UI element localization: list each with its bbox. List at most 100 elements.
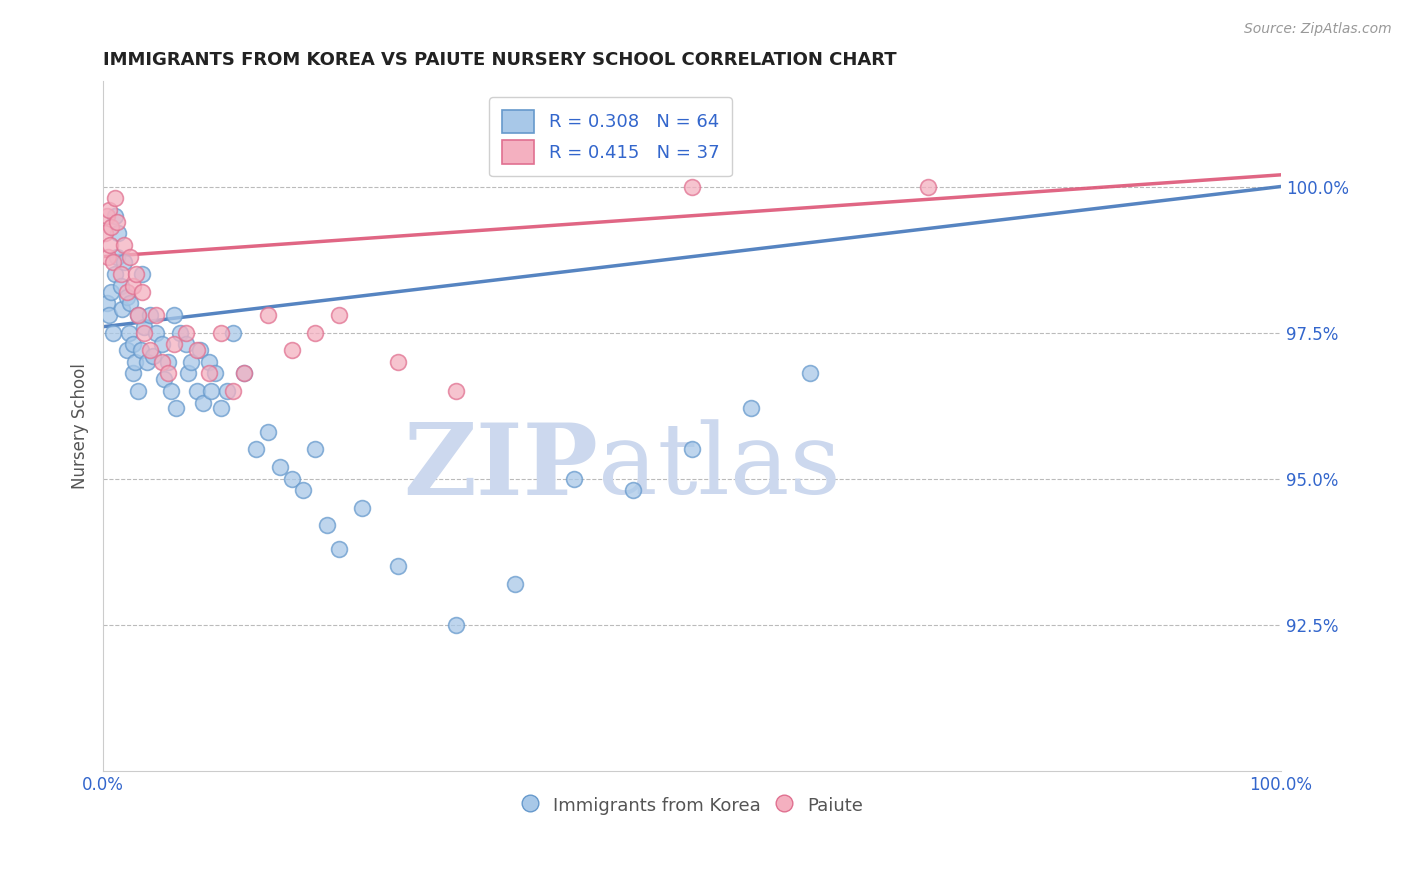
Point	[280, 472, 302, 486]
Point	[134, 319, 156, 334]
Point	[198, 355, 221, 369]
Text: ZIP: ZIP	[404, 419, 598, 516]
Point	[198, 367, 221, 381]
Point	[387, 355, 409, 369]
Point	[163, 308, 186, 322]
Point	[233, 367, 256, 381]
Point	[104, 267, 127, 281]
Point	[174, 337, 197, 351]
Point	[96, 209, 118, 223]
Point	[233, 367, 256, 381]
Point	[97, 250, 120, 264]
Point	[174, 326, 197, 340]
Point	[98, 308, 121, 322]
Point	[917, 179, 939, 194]
Point	[165, 401, 187, 416]
Point	[129, 343, 152, 357]
Point	[150, 337, 173, 351]
Point	[180, 355, 202, 369]
Point	[127, 308, 149, 322]
Point	[280, 343, 302, 357]
Point	[621, 483, 644, 498]
Point	[257, 308, 280, 322]
Point	[292, 483, 315, 498]
Point	[740, 401, 762, 416]
Point	[142, 349, 165, 363]
Point	[153, 372, 176, 386]
Point	[799, 367, 821, 381]
Point	[681, 179, 703, 194]
Point	[160, 384, 183, 398]
Text: atlas: atlas	[598, 419, 841, 516]
Point	[257, 425, 280, 439]
Point	[112, 255, 135, 269]
Point	[115, 343, 138, 357]
Point	[127, 308, 149, 322]
Point	[134, 326, 156, 340]
Point	[101, 255, 124, 269]
Point	[562, 472, 585, 486]
Point	[101, 326, 124, 340]
Point	[121, 278, 143, 293]
Point	[111, 302, 134, 317]
Point	[209, 326, 232, 340]
Point	[193, 395, 215, 409]
Point	[169, 326, 191, 340]
Point	[221, 326, 243, 340]
Point	[107, 226, 129, 240]
Point	[681, 442, 703, 457]
Point	[186, 384, 208, 398]
Point	[156, 367, 179, 381]
Point	[150, 355, 173, 369]
Point	[177, 367, 200, 381]
Point	[100, 285, 122, 299]
Point	[104, 209, 127, 223]
Point	[209, 401, 232, 416]
Point	[163, 337, 186, 351]
Point	[127, 384, 149, 398]
Point	[139, 343, 162, 357]
Point	[125, 267, 148, 281]
Point	[94, 226, 117, 240]
Text: IMMIGRANTS FROM KOREA VS PAIUTE NURSERY SCHOOL CORRELATION CHART: IMMIGRANTS FROM KOREA VS PAIUTE NURSERY …	[103, 51, 897, 69]
Point	[156, 355, 179, 369]
Point	[245, 442, 267, 457]
Point	[96, 296, 118, 310]
Point	[304, 326, 326, 340]
Point	[200, 384, 222, 398]
Point	[188, 343, 211, 357]
Point	[446, 384, 468, 398]
Point	[221, 384, 243, 398]
Point	[100, 220, 122, 235]
Point	[120, 296, 142, 310]
Text: Source: ZipAtlas.com: Source: ZipAtlas.com	[1244, 22, 1392, 37]
Legend: Immigrants from Korea, Paiute: Immigrants from Korea, Paiute	[513, 788, 870, 823]
Point	[328, 308, 350, 322]
Point	[446, 617, 468, 632]
Point	[105, 214, 128, 228]
Point	[135, 355, 157, 369]
Point	[104, 191, 127, 205]
Point	[204, 367, 226, 381]
Point	[131, 285, 153, 299]
Point	[304, 442, 326, 457]
Y-axis label: Nursery School: Nursery School	[72, 363, 89, 489]
Point	[115, 291, 138, 305]
Point	[269, 459, 291, 474]
Point	[118, 326, 141, 340]
Point	[110, 278, 132, 293]
Point	[145, 326, 167, 340]
Point	[98, 238, 121, 252]
Point	[110, 267, 132, 281]
Point	[131, 267, 153, 281]
Point	[139, 308, 162, 322]
Point	[186, 343, 208, 357]
Point	[98, 202, 121, 217]
Point	[121, 367, 143, 381]
Point	[112, 238, 135, 252]
Point	[145, 308, 167, 322]
Point	[124, 355, 146, 369]
Point	[121, 337, 143, 351]
Point	[352, 500, 374, 515]
Point	[387, 559, 409, 574]
